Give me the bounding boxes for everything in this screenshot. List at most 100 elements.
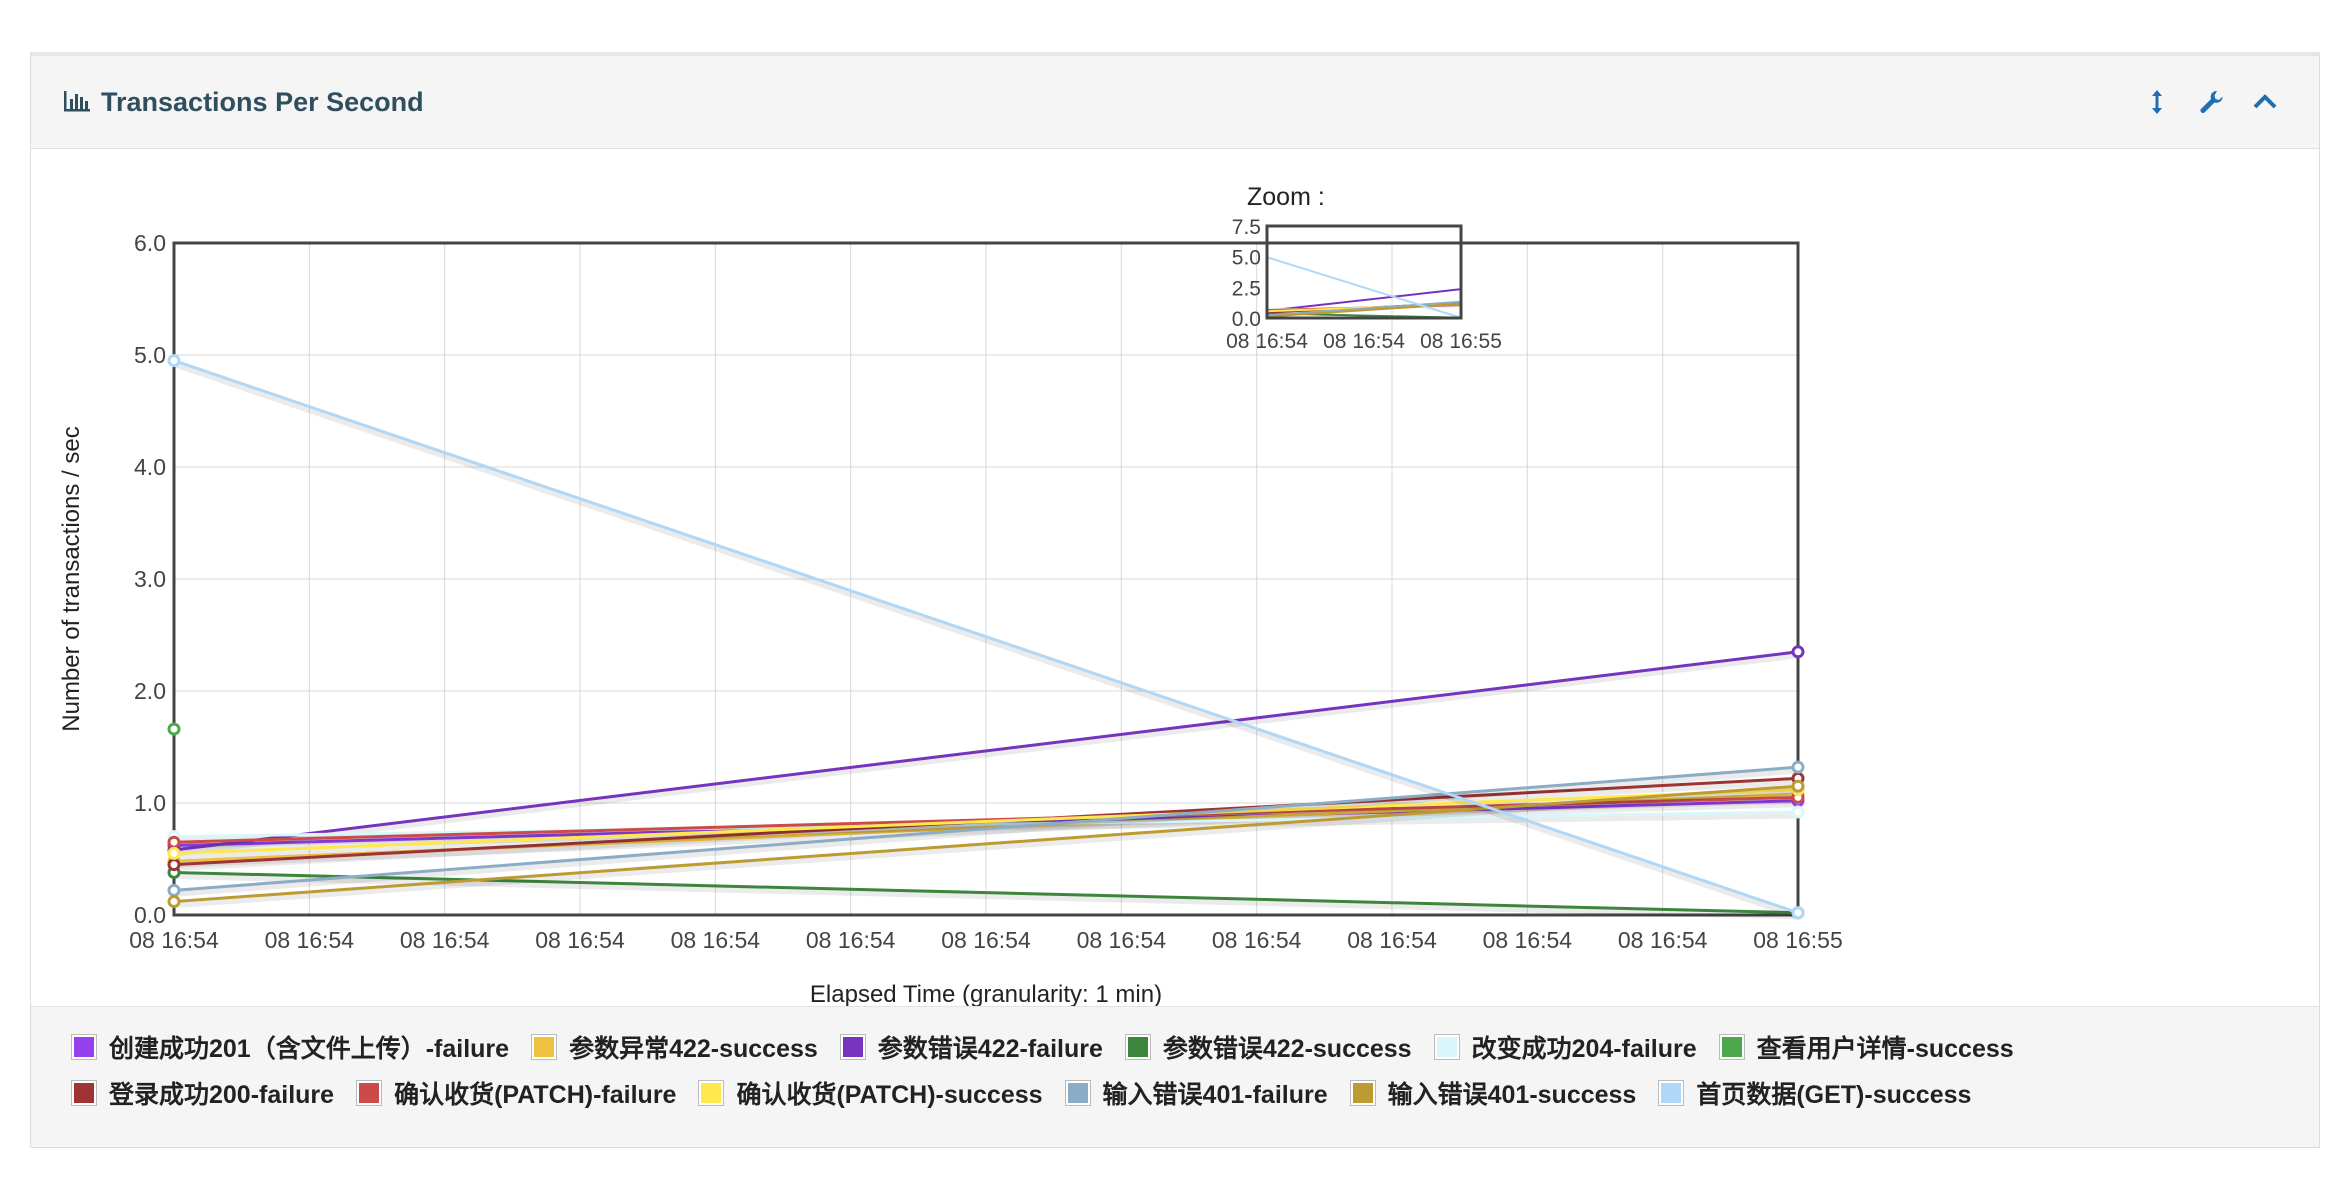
series-shadow [173, 777, 1799, 872]
legend: 创建成功201（含文件上传）-failure 参数异常422-success 参数错… [31, 1006, 2319, 1147]
series-line [173, 784, 1799, 904]
x-tick-label: 08 16:54 [1077, 927, 1167, 953]
y-tick-label: 6.0 [134, 230, 166, 256]
legend-swatch [1718, 1034, 1745, 1060]
data-point [1791, 805, 1805, 819]
legend-item[interactable]: 确认收货(PATCH)-success [698, 1075, 1043, 1111]
overview-y-tick: 5.0 [1232, 247, 1261, 270]
legend-swatch [1349, 1080, 1376, 1106]
main-chart[interactable]: 08 16:54 08 16:54 08 16:54 08 16:54 08 16:54… [31, 148, 2319, 1064]
legend-item[interactable]: 首页数据(GET)-success [1658, 1075, 1971, 1111]
overview-series-line [1266, 300, 1462, 317]
legend-label: 查看用户详情-success [1756, 1035, 2014, 1063]
y-axis-label: Number of transactions / sec [58, 426, 85, 731]
data-point [1791, 779, 1805, 793]
legend-swatch [71, 1034, 97, 1060]
legend-item[interactable]: 参数错误422-failure [839, 1029, 1103, 1065]
series-line [173, 359, 1799, 915]
data-point [167, 722, 181, 736]
data-point [167, 895, 181, 909]
overview-x-tick: 08 16:55 [1420, 330, 1502, 353]
overview-series-line [1266, 256, 1462, 319]
legend-item[interactable]: 参数错误422-success [1124, 1029, 1412, 1065]
series-line [173, 788, 1799, 855]
legend-item[interactable]: 输入错误401-success [1349, 1075, 1636, 1111]
panel-header: Transactions Per Second [31, 56, 2319, 149]
overview-border [1265, 224, 1463, 320]
legend-swatch [839, 1034, 866, 1060]
series-line [173, 765, 1799, 892]
legend-item[interactable]: 改变成功204-failure [1433, 1029, 1697, 1065]
resize-vertical-icon[interactable] [2143, 88, 2171, 116]
legend-item[interactable]: 查看用户详情-success [1718, 1029, 2014, 1065]
x-tick-label: 08 16:55 [1753, 927, 1843, 953]
y-tick-label: 1.0 [134, 790, 166, 816]
overview-series-line [1266, 288, 1462, 312]
overview-x-tick: 08 16:54 [1323, 330, 1405, 353]
overview-y-tick: 7.5 [1232, 216, 1261, 239]
series-line [173, 870, 1799, 915]
series-shadow [173, 766, 1799, 897]
data-point [167, 354, 181, 368]
legend-label: 参数异常422-success [569, 1035, 818, 1063]
overview-y-tick: 0.0 [1232, 308, 1261, 331]
legend-label: 输入错误401-failure [1102, 1081, 1328, 1109]
y-tick-label: 4.0 [134, 454, 166, 480]
x-tick-label: 08 16:54 [129, 927, 219, 953]
legend-label: 参数错误422-success [1162, 1035, 1412, 1063]
legend-swatch [531, 1034, 558, 1060]
x-tick-label: 08 16:54 [1347, 927, 1437, 953]
legend-swatch [1124, 1034, 1151, 1060]
bar-chart-icon [64, 90, 90, 112]
tps-panel: Transactions Per Second 08 16:54 08 16:54… [30, 52, 2320, 1148]
x-tick-label: 08 16:54 [806, 927, 896, 953]
legend-item[interactable]: 确认收货(PATCH)-failure [356, 1075, 676, 1111]
legend-label: 确认收货(PATCH)-failure [394, 1081, 677, 1109]
panel-title-text: Transactions Per Second [101, 87, 424, 117]
legend-label: 确认收货(PATCH)-success [736, 1081, 1043, 1109]
overview-x-tick: 08 16:54 [1226, 330, 1308, 353]
legend-item[interactable]: 登录成功200-failure [71, 1075, 334, 1111]
x-tick-label: 08 16:54 [1618, 927, 1708, 953]
x-axis-label: Elapsed Time (granularity: 1 min) [810, 981, 1162, 1008]
legend-swatch [71, 1080, 97, 1106]
series-line [173, 650, 1799, 852]
chevron-up-icon[interactable] [2251, 88, 2279, 116]
x-tick-label: 08 16:54 [265, 927, 355, 953]
series-shadow [172, 360, 1800, 920]
series-shadow [173, 793, 1799, 868]
legend-label: 首页数据(GET)-success [1696, 1081, 1972, 1109]
x-tick-label: 08 16:54 [671, 927, 761, 953]
data-point [1791, 906, 1805, 920]
data-point [167, 846, 181, 860]
panel-title: Transactions Per Second [63, 56, 424, 148]
y-tick-label: 3.0 [134, 566, 166, 592]
series-shadow [173, 785, 1799, 909]
legend-label: 创建成功201（含文件上传）-failure [109, 1035, 510, 1063]
series-line [173, 810, 1799, 839]
legend-label: 参数错误422-failure [877, 1035, 1103, 1063]
legend-swatch [356, 1080, 383, 1106]
legend-swatch [698, 1080, 725, 1106]
data-point [1791, 645, 1805, 659]
y-tick-label: 2.0 [134, 678, 166, 704]
legend-item[interactable]: 创建成功201（含文件上传）-failure [71, 1029, 509, 1065]
wrench-icon[interactable] [2197, 88, 2225, 116]
panel-tools [2143, 56, 2279, 148]
x-tick-label: 08 16:54 [1483, 927, 1573, 953]
data-point [167, 883, 181, 897]
series-shadow [173, 789, 1799, 860]
legend-swatch [1658, 1080, 1685, 1106]
legend-swatch [1064, 1080, 1091, 1106]
legend-item[interactable]: 参数异常422-success [531, 1029, 818, 1065]
x-tick-label: 08 16:54 [535, 927, 625, 953]
overview-series-line [1266, 302, 1462, 318]
legend-label: 登录成功200-failure [109, 1081, 335, 1109]
legend-row: 登录成功200-failure 确认收货(PATCH)-failure 确认收货(P… [71, 1075, 1971, 1111]
y-tick-label: 5.0 [134, 342, 166, 368]
plot-border [172, 241, 1800, 917]
overview-y-tick: 2.5 [1232, 277, 1261, 300]
y-tick-label: 0.0 [134, 902, 166, 928]
x-tick-label: 08 16:54 [1212, 927, 1302, 953]
legend-item[interactable]: 输入错误401-failure [1064, 1075, 1328, 1111]
